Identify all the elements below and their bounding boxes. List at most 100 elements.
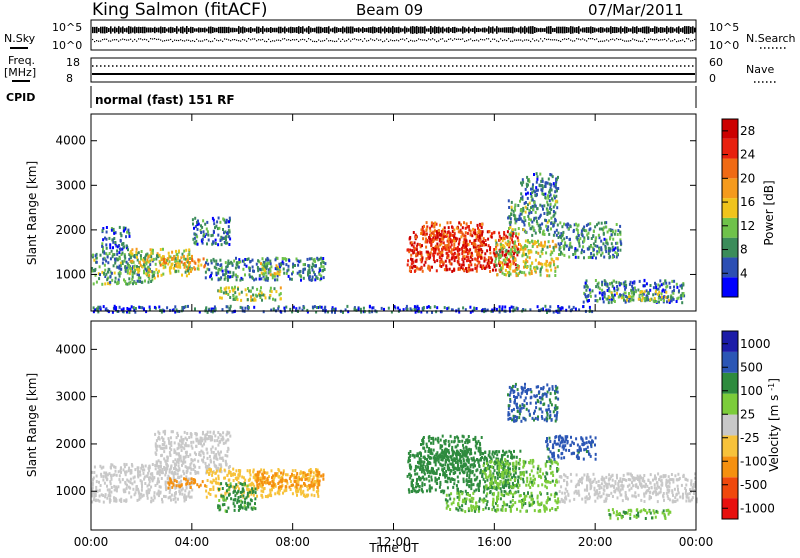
- heatmap-cell: [114, 305, 116, 308]
- heatmap-cell: [481, 223, 483, 226]
- heatmap-cell: [449, 268, 451, 271]
- heatmap-cell: [119, 275, 121, 278]
- noise-search-mark: [418, 38, 419, 39]
- heatmap-cell: [541, 184, 543, 187]
- power-y-label: Slant Range [km]: [25, 161, 39, 265]
- noise-sky-mark: [292, 27, 294, 33]
- heatmap-cell: [465, 245, 467, 248]
- heatmap-cell: [123, 468, 125, 471]
- noise-search-mark: [280, 40, 281, 41]
- noise-search-mark: [422, 39, 423, 40]
- heatmap-cell: [179, 439, 181, 442]
- heatmap-cell: [561, 225, 563, 228]
- heatmap-cell: [163, 495, 165, 498]
- heatmap-cell: [205, 465, 207, 468]
- heatmap-cell: [232, 289, 234, 292]
- heatmap-cell: [207, 457, 209, 460]
- heatmap-cell: [143, 270, 145, 273]
- heatmap-cell: [589, 222, 591, 225]
- noise-search-mark: [550, 39, 551, 40]
- noise-search-mark: [278, 40, 279, 41]
- noise-sky-mark: [188, 28, 190, 32]
- heatmap-cell: [633, 292, 635, 295]
- heatmap-cell: [551, 251, 553, 254]
- noise-sky-mark: [384, 27, 386, 34]
- heatmap-cell: [605, 250, 607, 253]
- heatmap-cell: [522, 181, 524, 184]
- heatmap-cell: [161, 477, 163, 480]
- power-colorbar-segment: [722, 139, 738, 159]
- heatmap-cell: [578, 239, 580, 242]
- heatmap-cell: [558, 232, 560, 235]
- heatmap-cell: [149, 263, 151, 266]
- heatmap-cell: [655, 286, 657, 289]
- noise-search-mark: [410, 40, 411, 41]
- heatmap-cell: [415, 253, 417, 256]
- heatmap-cell: [222, 270, 224, 273]
- heatmap-cell: [104, 264, 106, 267]
- heatmap-cell: [541, 250, 543, 253]
- noise-search-mark: [608, 40, 609, 41]
- heatmap-cell: [511, 306, 513, 309]
- noise-sky-mark: [416, 26, 418, 34]
- noise-search-mark: [112, 39, 113, 40]
- heatmap-cell: [165, 481, 167, 484]
- heatmap-cell: [159, 485, 161, 488]
- noise-sky-mark: [456, 28, 458, 32]
- heatmap-cell: [187, 270, 189, 273]
- heatmap-cell: [117, 282, 119, 285]
- heatmap-cell: [360, 308, 362, 311]
- heatmap-cell: [206, 448, 208, 451]
- heatmap-cell: [644, 297, 646, 300]
- heatmap-cell: [101, 242, 103, 245]
- heatmap-cell: [188, 248, 190, 251]
- heatmap-cell: [288, 259, 290, 262]
- heatmap-cell: [619, 225, 621, 228]
- noise-sky-mark: [340, 28, 342, 32]
- heatmap-cell: [141, 306, 143, 309]
- noise-sky-mark: [258, 27, 260, 34]
- heatmap-cell: [190, 435, 192, 438]
- heatmap-cell: [486, 249, 488, 252]
- heatmap-cell: [319, 269, 321, 272]
- heatmap-cell: [241, 501, 243, 504]
- heatmap-cell: [140, 264, 142, 267]
- noise-search-mark: [438, 40, 439, 41]
- heatmap-cell: [238, 481, 240, 484]
- heatmap-cell: [146, 475, 148, 478]
- heatmap-cell: [100, 473, 102, 476]
- noise-search-mark: [292, 39, 293, 40]
- heatmap-cell: [213, 461, 215, 464]
- heatmap-cell: [165, 446, 167, 449]
- heatmap-cell: [583, 226, 585, 229]
- noise-search-mark: [654, 39, 655, 40]
- heatmap-cell: [302, 474, 304, 477]
- noise-sky-mark: [684, 26, 686, 34]
- heatmap-cell: [510, 234, 512, 237]
- heatmap-cell: [233, 295, 235, 298]
- noise-search-mark: [236, 40, 237, 41]
- heatmap-cell: [132, 273, 134, 276]
- heatmap-cell: [224, 278, 226, 281]
- noise-sky-mark: [396, 27, 398, 33]
- noise-search-mark: [482, 39, 483, 40]
- heatmap-cell: [225, 493, 227, 496]
- heatmap-cell: [259, 274, 261, 277]
- heatmap-cell: [128, 277, 130, 280]
- heatmap-cell: [132, 282, 134, 285]
- heatmap-cell: [183, 496, 185, 499]
- heatmap-cell: [425, 261, 427, 264]
- heatmap-cell: [451, 257, 453, 260]
- heatmap-cell: [548, 274, 550, 277]
- heatmap-cell: [316, 306, 318, 309]
- heatmap-cell: [206, 496, 208, 499]
- heatmap-cell: [118, 251, 120, 254]
- heatmap-cell: [171, 258, 173, 261]
- heatmap-cell: [465, 231, 467, 234]
- heatmap-cell: [542, 233, 544, 236]
- heatmap-cell: [277, 272, 279, 275]
- noise-sky-mark: [158, 27, 160, 32]
- heatmap-cell: [188, 253, 190, 256]
- heatmap-cell: [183, 447, 185, 450]
- heatmap-cell: [207, 479, 209, 482]
